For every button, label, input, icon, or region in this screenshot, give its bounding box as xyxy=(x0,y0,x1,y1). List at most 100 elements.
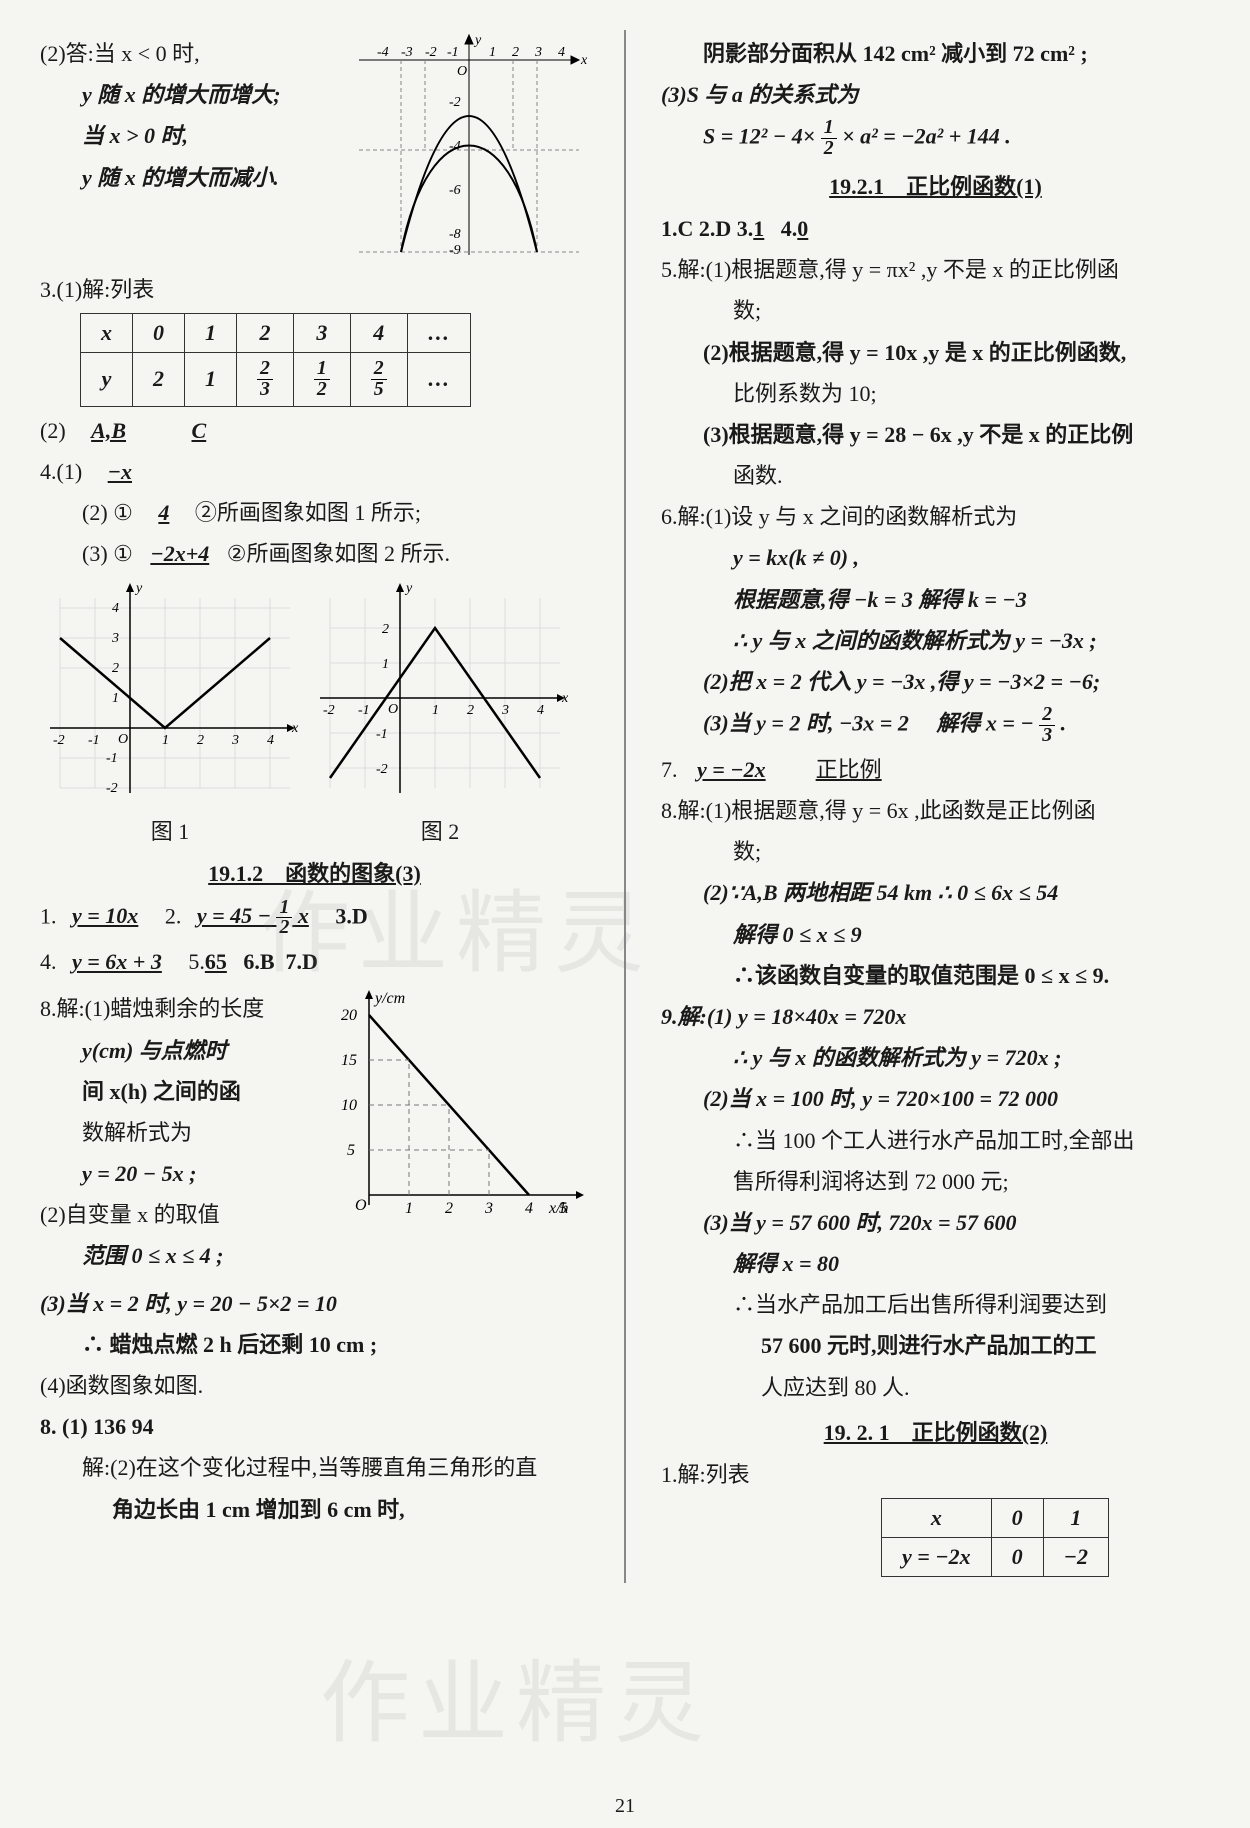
q4-2: (2) ① 4 ②所画图象如图 1 所示; xyxy=(40,495,589,530)
q6-l3: 根据题意,得 −k = 3 解得 k = −3 xyxy=(661,582,1210,617)
svg-text:O: O xyxy=(457,64,467,79)
q5-l2: (2)根据题意,得 y = 10x ,y 是 x 的正比例函数, xyxy=(661,335,1210,370)
svg-text:-8: -8 xyxy=(449,227,461,242)
svg-text:O: O xyxy=(118,732,128,747)
fig1-label: 图 1 xyxy=(40,814,300,846)
q6-l1: 6.解:(1)设 y 与 x 之间的函数解析式为 xyxy=(661,499,1210,534)
section-19-2-1a-title: 19.2.1 正比例函数(1) xyxy=(661,169,1210,201)
q9-l9: 57 600 元时,则进行水产品加工的工 xyxy=(661,1328,1210,1363)
svg-text:4: 4 xyxy=(267,733,274,748)
svg-text:3: 3 xyxy=(484,1200,493,1217)
svg-text:-2: -2 xyxy=(53,733,65,748)
svg-text:-2: -2 xyxy=(449,95,461,110)
q8-l1: 8.解:(1)蜡烛剩余的长度 xyxy=(40,991,319,1026)
q2-answer-line2: y 随 x 的增大而增大; xyxy=(40,77,339,112)
r-row1: 1.C 2.D 3.1 4.0 xyxy=(661,211,1210,246)
svg-text:2: 2 xyxy=(382,622,389,637)
q6-l5: (2)把 x = 2 代入 y = −3x ,得 y = −3×2 = −6; xyxy=(661,664,1210,699)
svg-text:y: y xyxy=(134,581,143,596)
svg-text:-1: -1 xyxy=(106,751,118,766)
q4-1: 4.(1) −x xyxy=(40,454,589,489)
svg-text:1: 1 xyxy=(489,45,496,60)
svg-text:15: 15 xyxy=(341,1052,357,1069)
svg-text:4: 4 xyxy=(537,703,544,718)
svg-text:1: 1 xyxy=(382,657,389,672)
svg-text:-2: -2 xyxy=(376,762,388,777)
svg-text:x: x xyxy=(580,53,588,68)
q9-l4: ∴当 100 个工人进行水产品加工时,全部出 xyxy=(661,1123,1210,1158)
q8-l10: (4)函数图象如图. xyxy=(40,1368,589,1403)
r-q8-l1b: 数; xyxy=(661,834,1210,869)
q5-l3: (3)根据题意,得 y = 28 − 6x ,y 不是 x 的正比例 xyxy=(661,417,1210,452)
svg-text:3: 3 xyxy=(534,45,542,60)
q2-answer-line4: y 随 x 的增大而减小. xyxy=(40,160,339,195)
r-q8-l4: ∴该函数自变量的取值范围是 0 ≤ x ≤ 9. xyxy=(661,958,1210,993)
parabola-graph: O x y -4-3-2-1 1234 -2-4-6-8-9 xyxy=(349,30,589,266)
q9-l7: 解得 x = 80 xyxy=(661,1246,1210,1281)
q5-l3b: 函数. xyxy=(661,458,1210,493)
q9-l1: 9.解:(1) y = 18×40x = 720x xyxy=(661,999,1210,1034)
table-q3: x01234… y21 23 12 25 … xyxy=(80,313,471,407)
q6-l6: (3)当 y = 2 时, −3x = 2 解得 x = − 23 . xyxy=(661,705,1210,746)
q8b-l3: 角边长由 1 cm 增加到 6 cm 时, xyxy=(40,1492,589,1527)
svg-text:5: 5 xyxy=(559,1200,567,1217)
table-row: y = −2x0−2 xyxy=(882,1538,1109,1577)
figure-2: Oxy -2-11234 12 -1-2 图 2 xyxy=(310,578,570,846)
q3-2-ans2: C xyxy=(172,418,227,443)
svg-text:-1: -1 xyxy=(376,727,388,742)
r-l2: (3)S 与 a 的关系式为 xyxy=(661,77,1210,112)
svg-text:y: y xyxy=(473,33,482,48)
svg-text:-1: -1 xyxy=(358,703,370,718)
q8-l7: 范围 0 ≤ x ≤ 4 ; xyxy=(40,1238,319,1273)
q9-l5: 售所得利润将达到 72 000 元; xyxy=(661,1164,1210,1199)
candle-chart: O y/cmx/h 12345 5101520 xyxy=(329,985,589,1241)
svg-text:x: x xyxy=(561,691,569,706)
svg-text:-9: -9 xyxy=(449,243,461,258)
svg-text:-3: -3 xyxy=(401,45,413,60)
q3-intro: 3.(1)解:列表 xyxy=(40,272,589,307)
svg-text:3: 3 xyxy=(231,733,239,748)
q9-l3: (2)当 x = 100 时, y = 720×100 = 72 000 xyxy=(661,1081,1210,1116)
svg-text:y: y xyxy=(404,581,413,596)
q9-l8: ∴当水产品加工后出售所得利润要达到 xyxy=(661,1287,1210,1322)
svg-text:4: 4 xyxy=(525,1200,533,1217)
svg-text:-1: -1 xyxy=(447,45,459,60)
svg-text:5: 5 xyxy=(347,1142,355,1159)
r-q8-l3: 解得 0 ≤ x ≤ 9 xyxy=(661,917,1210,952)
svg-text:3: 3 xyxy=(111,631,119,646)
figure-1: Oxy -2-11234 1234 -1-2 图 1 xyxy=(40,578,300,846)
svg-text:2: 2 xyxy=(467,703,474,718)
svg-text:1: 1 xyxy=(405,1200,413,1217)
q9-l10: 人应达到 80 人. xyxy=(661,1370,1210,1405)
r-l1: 阴影部分面积从 142 cm² 减小到 72 cm² ; xyxy=(661,36,1210,71)
q3-2: (2) A,B C xyxy=(40,413,589,448)
q8-l3: 间 x(h) 之间的函 xyxy=(40,1074,319,1109)
q6-l4: ∴ y 与 x 之间的函数解析式为 y = −3x ; xyxy=(661,623,1210,658)
svg-text:x: x xyxy=(291,721,299,736)
q5-l1b: 数; xyxy=(661,293,1210,328)
q8-l6: (2)自变量 x 的取值 xyxy=(40,1197,319,1232)
svg-text:y/cm: y/cm xyxy=(373,990,405,1007)
svg-text:1: 1 xyxy=(112,691,119,706)
r-q8-l1: 8.解:(1)根据题意,得 y = 6x ,此函数是正比例函 xyxy=(661,793,1210,828)
ans-row-1: 1. y = 10x 2. y = 45 − 12 x 3.D xyxy=(40,898,589,939)
q8b: 8. (1) 136 94 xyxy=(40,1409,589,1444)
watermark-2: 作业精灵 xyxy=(320,1630,712,1760)
q7: 7. y = −2x 正比例 xyxy=(661,752,1210,787)
q9-l6: (3)当 y = 57 600 时, 720x = 57 600 xyxy=(661,1205,1210,1240)
ans-row-2: 4. y = 6x + 3 5.65 6.B 7.D xyxy=(40,944,589,979)
svg-text:2: 2 xyxy=(445,1200,453,1217)
svg-text:2: 2 xyxy=(112,661,119,676)
q8-l9: ∴ 蜡烛点燃 2 h 后还剩 10 cm ; xyxy=(40,1327,589,1362)
svg-text:2: 2 xyxy=(197,733,204,748)
q8-l5: y = 20 − 5x ; xyxy=(40,1156,319,1191)
section-19-2-1b-title: 19. 2. 1 正比例函数(2) xyxy=(661,1415,1210,1447)
table-t2: x01 y = −2x0−2 xyxy=(881,1498,1109,1577)
svg-text:O: O xyxy=(388,702,398,717)
svg-text:O: O xyxy=(355,1197,367,1214)
table-row: x01234… xyxy=(81,314,471,353)
svg-text:20: 20 xyxy=(341,1007,357,1024)
t2-intro: 1.解:列表 xyxy=(661,1457,1210,1492)
q2-answer-line1: (2)答:当 x < 0 时, xyxy=(40,36,339,71)
r-l3: S = 12² − 4× 12 × a² = −2a² + 144 . xyxy=(661,118,1210,159)
